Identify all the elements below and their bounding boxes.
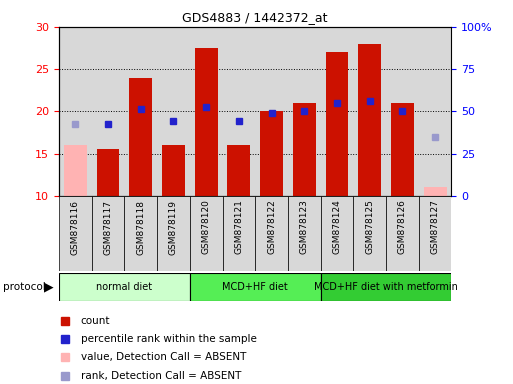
Bar: [227, 145, 250, 196]
Bar: [424, 187, 446, 196]
Bar: [92, 196, 125, 271]
Bar: [59, 196, 92, 271]
Bar: [260, 111, 283, 196]
Text: GSM878127: GSM878127: [430, 200, 440, 255]
Bar: [321, 273, 451, 301]
Text: GSM878120: GSM878120: [202, 200, 211, 255]
Bar: [391, 103, 414, 196]
Text: protocol: protocol: [3, 282, 45, 292]
Bar: [326, 52, 348, 196]
Bar: [96, 149, 120, 196]
Bar: [386, 196, 419, 271]
Bar: [190, 196, 223, 271]
Text: GSM878121: GSM878121: [234, 200, 243, 255]
Bar: [190, 27, 223, 196]
Text: percentile rank within the sample: percentile rank within the sample: [81, 334, 256, 344]
Bar: [223, 27, 255, 196]
Bar: [157, 27, 190, 196]
Text: GSM878116: GSM878116: [71, 200, 80, 255]
Bar: [223, 196, 255, 271]
Bar: [59, 273, 190, 301]
Text: count: count: [81, 316, 110, 326]
Text: MCD+HF diet: MCD+HF diet: [222, 282, 288, 292]
Text: GSM878118: GSM878118: [136, 200, 145, 255]
Bar: [124, 196, 157, 271]
Text: normal diet: normal diet: [96, 282, 152, 292]
Bar: [321, 27, 353, 196]
Bar: [64, 145, 87, 196]
Text: GSM878122: GSM878122: [267, 200, 276, 254]
Bar: [353, 196, 386, 271]
Bar: [59, 27, 92, 196]
Bar: [288, 27, 321, 196]
Bar: [190, 273, 321, 301]
Bar: [293, 103, 315, 196]
Text: GSM878124: GSM878124: [332, 200, 342, 254]
Bar: [288, 196, 321, 271]
Bar: [162, 145, 185, 196]
Bar: [129, 78, 152, 196]
Bar: [92, 27, 124, 196]
Text: GSM878123: GSM878123: [300, 200, 309, 255]
Bar: [195, 48, 218, 196]
Bar: [255, 27, 288, 196]
Text: MCD+HF diet with metformin: MCD+HF diet with metformin: [314, 282, 458, 292]
Bar: [419, 196, 451, 271]
Text: value, Detection Call = ABSENT: value, Detection Call = ABSENT: [81, 352, 246, 362]
Bar: [353, 27, 386, 196]
Bar: [321, 196, 353, 271]
Bar: [157, 196, 190, 271]
Text: GSM878117: GSM878117: [104, 200, 112, 255]
Text: GSM878126: GSM878126: [398, 200, 407, 255]
Text: ▶: ▶: [44, 281, 54, 294]
Bar: [386, 27, 419, 196]
Bar: [358, 44, 381, 196]
Text: GSM878119: GSM878119: [169, 200, 178, 255]
Bar: [124, 27, 157, 196]
Text: GSM878125: GSM878125: [365, 200, 374, 255]
Title: GDS4883 / 1442372_at: GDS4883 / 1442372_at: [183, 11, 328, 24]
Text: rank, Detection Call = ABSENT: rank, Detection Call = ABSENT: [81, 371, 241, 381]
Bar: [419, 27, 451, 196]
Bar: [255, 196, 288, 271]
